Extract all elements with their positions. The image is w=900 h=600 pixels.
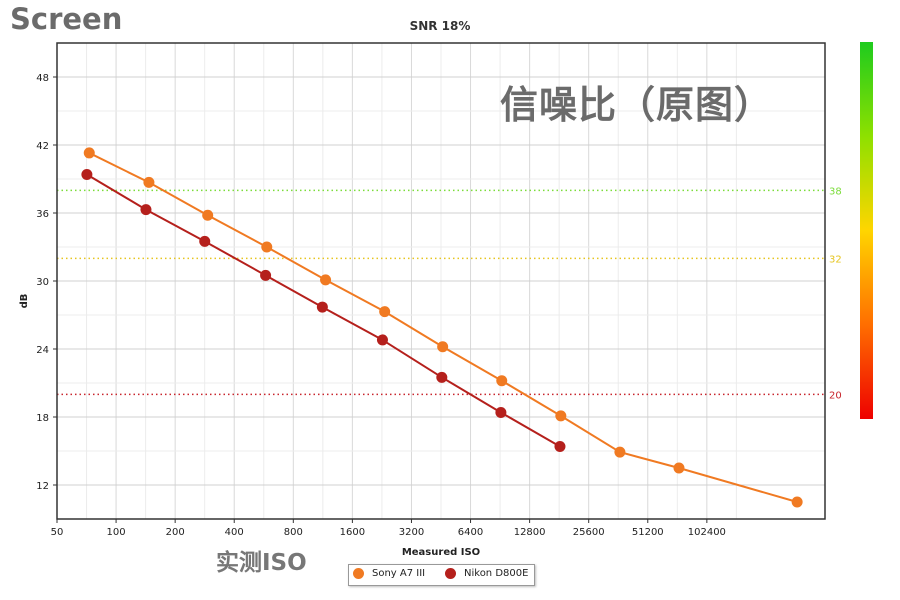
legend-label-nikon: Nikon D800E <box>464 568 529 579</box>
legend-item-nikon[interactable]: Nikon D800E <box>445 568 528 579</box>
data-point-1-6 <box>436 371 448 383</box>
legend-marker-nikon <box>445 568 456 579</box>
y-tick-label: 42 <box>36 141 49 152</box>
data-point-1-1 <box>140 204 152 216</box>
data-point-0-6 <box>437 341 449 353</box>
screen-label: Screen <box>10 2 123 36</box>
overlay-x-label: 实测ISO <box>216 550 307 576</box>
x-tick-label: 6400 <box>458 527 483 538</box>
data-point-0-1 <box>143 176 155 188</box>
data-point-0-7 <box>496 375 508 387</box>
legend[interactable]: Sony A7 III Nikon D800E <box>348 564 535 586</box>
threshold-label-32: 32 <box>829 254 842 265</box>
data-point-1-8 <box>554 440 566 452</box>
snr-colorbar <box>860 42 873 419</box>
data-point-0-9 <box>614 446 626 458</box>
data-point-1-0 <box>81 168 93 180</box>
x-tick-label: 800 <box>284 527 303 538</box>
y-tick-label: 12 <box>36 481 49 492</box>
threshold-label-38: 38 <box>829 186 842 197</box>
y-tick-label: 24 <box>36 345 49 356</box>
data-point-0-4 <box>320 274 332 286</box>
legend-label-sony: Sony A7 III <box>372 568 426 579</box>
overlay-title: 信噪比（原图） <box>500 83 774 127</box>
data-point-1-2 <box>199 235 211 247</box>
y-tick-label: 18 <box>36 413 49 424</box>
x-tick-label: 1600 <box>340 527 365 538</box>
x-tick-label: 100 <box>107 527 126 538</box>
x-tick-label: 102400 <box>688 527 726 538</box>
x-tick-label: 400 <box>225 527 244 538</box>
data-point-0-3 <box>261 241 273 253</box>
x-axis-label: Measured ISO <box>402 547 480 558</box>
legend-marker-sony <box>353 568 364 579</box>
data-point-1-5 <box>376 334 388 346</box>
data-point-0-10 <box>673 462 685 474</box>
threshold-lines: 38 32 20 <box>57 186 842 401</box>
axes: 50 100 200 400 800 1600 3200 6400 12800 25600 5120… <box>36 73 726 538</box>
threshold-label-20: 20 <box>829 390 842 401</box>
y-tick-label: 30 <box>36 277 49 288</box>
x-tick-label: 25600 <box>573 527 605 538</box>
y-tick-label: 48 <box>36 73 49 84</box>
data-point-0-0 <box>83 147 95 159</box>
y-tick-label: 36 <box>36 209 49 220</box>
data-point-0-8 <box>555 410 567 422</box>
y-axis-label: dB <box>19 294 30 309</box>
data-point-1-3 <box>260 269 272 281</box>
x-tick-label: 51200 <box>632 527 664 538</box>
data-point-1-4 <box>316 301 328 313</box>
data-point-0-2 <box>202 209 214 221</box>
x-tick-label: 3200 <box>399 527 424 538</box>
x-tick-label: 200 <box>166 527 185 538</box>
x-tick-label: 12800 <box>514 527 546 538</box>
data-point-0-11 <box>791 496 803 508</box>
series-line-0 <box>88 152 798 503</box>
x-tick-label: 50 <box>51 527 64 538</box>
data-series <box>81 147 803 508</box>
legend-item-sony[interactable]: Sony A7 III <box>353 568 425 579</box>
data-point-1-7 <box>495 406 507 418</box>
chart-title: SNR 18% <box>410 19 471 33</box>
data-point-0-5 <box>379 306 391 318</box>
